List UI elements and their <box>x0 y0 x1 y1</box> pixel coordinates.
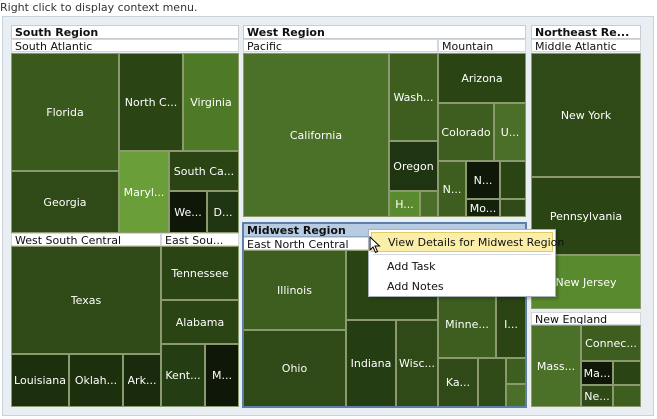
cell-louisiana[interactable]: Louisiana <box>11 354 69 407</box>
cell-arkansas[interactable]: Ark... <box>123 354 161 407</box>
pacific-label: Pacific <box>243 39 438 52</box>
cell-delaware[interactable]: D... <box>207 191 239 233</box>
cell-maine[interactable]: Ma... <box>581 361 613 385</box>
cell-new-hampshire[interactable]: Ne... <box>581 385 613 407</box>
cell-arizona[interactable]: Arizona <box>438 53 526 103</box>
cell-indiana[interactable]: Indiana <box>346 320 396 407</box>
cell-mississippi[interactable]: M... <box>205 344 239 407</box>
cell-north-dakota[interactable] <box>506 384 526 407</box>
cell-massachusetts[interactable]: Mass... <box>531 325 581 407</box>
mountain-label: Mountain <box>438 39 526 52</box>
west-region-title[interactable]: West Region <box>243 25 526 39</box>
cell-california[interactable]: California <box>243 53 389 217</box>
east-south-central-label: East Sou... <box>161 233 239 246</box>
cell-new-mexico[interactable]: N... <box>466 161 500 199</box>
context-menu: View Details for Midwest Region Add Task… <box>368 229 564 297</box>
cell-south-dakota[interactable] <box>506 358 526 384</box>
cell-colorado[interactable]: Colorado <box>438 103 494 161</box>
new-england-label: New England <box>531 312 641 325</box>
south-region[interactable]: South Region South Atlantic Florida Nort… <box>11 25 239 407</box>
cell-minnesota[interactable]: Minne... <box>438 290 496 358</box>
cell-montana[interactable]: Mo... <box>466 199 500 217</box>
cell-maryland[interactable]: Maryl... <box>119 151 169 233</box>
menu-item-add-notes[interactable]: Add Notes <box>387 280 444 293</box>
midwest-region[interactable]: Midwest Region East North Central Illino… <box>242 222 527 408</box>
cell-nevada[interactable]: N... <box>438 161 466 217</box>
cell-oregon[interactable]: Oregon <box>389 141 438 191</box>
south-atlantic-label: South Atlantic <box>11 39 239 52</box>
cell-vermont[interactable] <box>613 361 641 385</box>
northeast-region[interactable]: Northeast Re... Middle Atlantic New York… <box>531 25 641 407</box>
south-region-title[interactable]: South Region <box>11 25 239 39</box>
cell-connecticut[interactable]: Connec... <box>581 325 641 361</box>
cell-alabama[interactable]: Alabama <box>161 300 239 344</box>
cell-hawaii[interactable]: H... <box>389 191 420 217</box>
cell-idaho[interactable] <box>500 161 526 199</box>
cell-tennessee[interactable]: Tennessee <box>161 246 239 300</box>
hint-text: Right click to display context menu. <box>0 1 198 14</box>
cell-rhode-island[interactable] <box>613 385 641 407</box>
cell-iowa[interactable]: I... <box>496 290 526 358</box>
middle-atlantic-label: Middle Atlantic <box>531 39 641 52</box>
cell-virginia[interactable]: Virginia <box>183 53 239 151</box>
cell-kansas[interactable]: Ka... <box>438 358 478 407</box>
treemap: South Region South Atlantic Florida Nort… <box>2 16 654 416</box>
cell-georgia[interactable]: Georgia <box>11 171 119 233</box>
cell-new-york[interactable]: New York <box>531 53 641 177</box>
cell-west-virginia[interactable]: We... <box>169 191 207 233</box>
menu-item-view-details[interactable]: View Details for Midwest Region <box>371 232 564 252</box>
cell-ohio[interactable]: Ohio <box>243 330 346 407</box>
cell-wisconsin[interactable]: Wisc... <box>396 320 438 407</box>
menu-item-add-task[interactable]: Add Task <box>387 260 436 273</box>
cell-washington[interactable]: Wash... <box>389 53 438 141</box>
cell-nebraska[interactable] <box>478 358 506 407</box>
cell-north-carolina[interactable]: North C... <box>119 53 183 151</box>
cell-kentucky[interactable]: Kent... <box>161 344 205 407</box>
west-region[interactable]: West Region Pacific Mountain California … <box>243 25 526 217</box>
northeast-region-title[interactable]: Northeast Re... <box>531 25 641 39</box>
cell-south-carolina[interactable]: South Ca... <box>169 151 239 191</box>
cell-alaska[interactable] <box>420 191 438 217</box>
cell-wyoming[interactable] <box>500 199 526 217</box>
cell-oklahoma[interactable]: Oklah... <box>69 354 123 407</box>
cell-illinois[interactable]: Illinois <box>243 250 346 330</box>
mouse-pointer-icon <box>369 236 381 254</box>
cell-texas[interactable]: Texas <box>11 246 161 354</box>
cell-utah[interactable]: U... <box>494 103 526 161</box>
west-south-central-label: West South Central <box>11 233 161 246</box>
menu-separator <box>373 254 551 255</box>
cell-florida[interactable]: Florida <box>11 53 119 171</box>
